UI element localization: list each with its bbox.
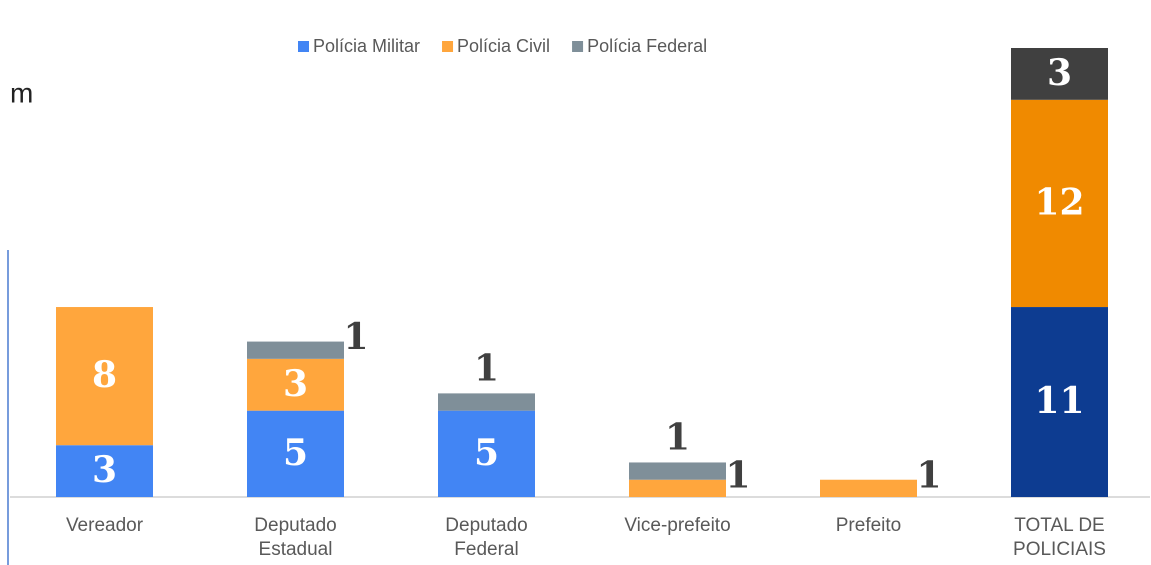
bar-segment [629,479,726,497]
data-label: 3 [92,449,117,491]
data-label: 3 [283,363,308,405]
data-label: 1 [665,416,690,458]
bar-segment [1011,99,1108,308]
bar-segment [247,410,344,497]
bar-segment [1011,48,1108,100]
data-label: 1 [916,454,941,496]
bar-segment [1011,307,1108,497]
x-tick-label: TOTAL DE POLICIAIS [1013,515,1106,560]
x-tick-label: Deputado Federal [445,515,528,560]
text-fragment: m [10,77,33,108]
x-tick-label: Prefeito [835,515,902,536]
bar-segment [438,410,535,497]
data-label: 11 [1034,380,1084,422]
bar-segment [820,479,917,497]
legend-swatch [442,41,454,52]
data-label: 1 [343,316,368,358]
data-label: 8 [92,354,117,396]
legend-label: Polícia Federal [587,36,707,56]
data-label: 5 [474,432,499,474]
data-label: 3 [1047,52,1072,94]
legend-swatch [572,41,584,52]
bar-segment [438,393,535,411]
legend-swatch [298,41,309,52]
x-tick-label: Vice-prefeito [624,515,731,536]
bar-segment [247,358,344,411]
bar-segment [56,307,153,446]
data-label: 5 [283,432,308,474]
bar-segment [629,462,726,480]
bar-segment [56,445,153,497]
data-label: 12 [1034,181,1084,223]
legend-label: Polícia Civil [457,36,550,56]
data-label: 1 [474,347,499,389]
x-tick-label: Deputado Estadual [254,515,337,560]
legend-label: Polícia Militar [313,36,420,56]
bar-segment [247,341,344,359]
x-tick-label: Vereador [65,515,144,536]
data-label: 1 [725,454,750,496]
